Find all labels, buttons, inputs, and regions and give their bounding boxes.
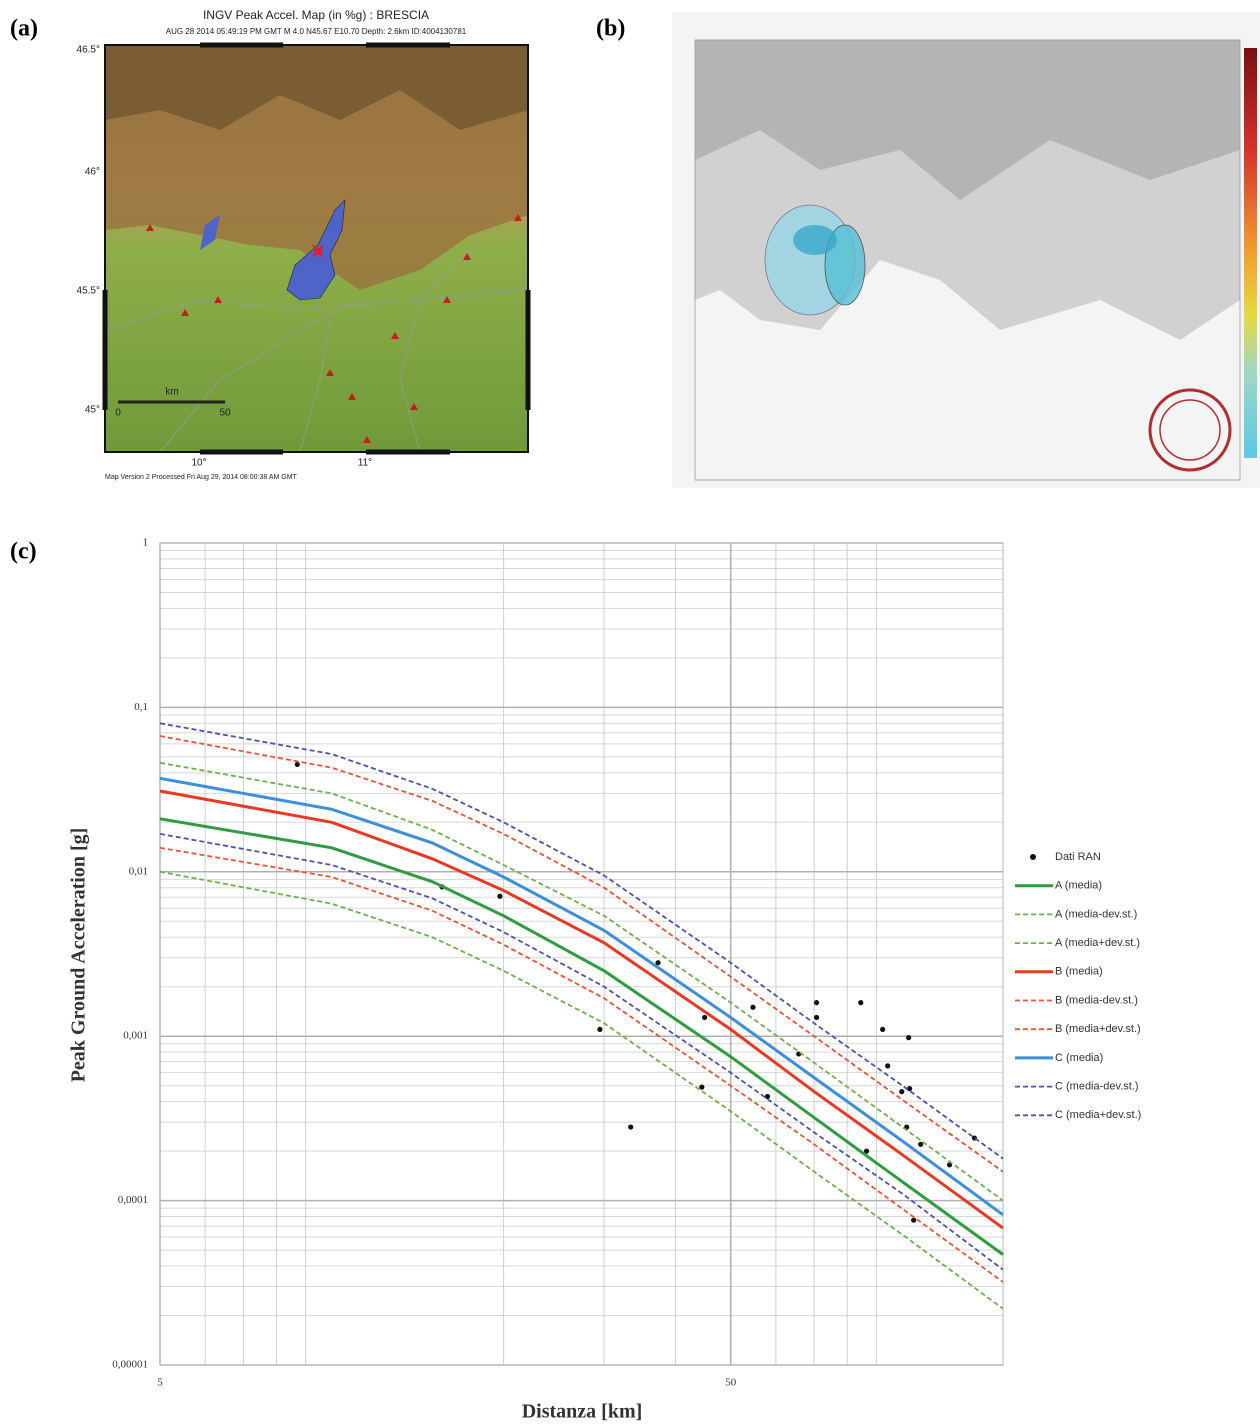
lat-tick: 46°: [85, 167, 100, 178]
panel-label: (a): [10, 16, 38, 42]
y-tick-label: 0,01: [129, 865, 148, 877]
legend-label: Dati RAN: [1055, 851, 1101, 863]
scale-label: km: [165, 387, 178, 398]
y-tick-label: 0,0001: [118, 1194, 148, 1206]
panel-label: (b): [596, 16, 625, 42]
y-tick-label: 0,001: [123, 1030, 148, 1042]
legend-label: B (media-dev.st.): [1055, 994, 1138, 1006]
legend-marker: [1030, 854, 1036, 860]
legend-label: A (media+dev.st.): [1055, 937, 1140, 949]
data-point: [814, 1000, 819, 1005]
data-point: [911, 1218, 916, 1223]
data-point: [699, 1085, 704, 1090]
intensity-zone: [793, 225, 837, 255]
lat-tick: 45°: [85, 405, 100, 416]
data-point: [628, 1124, 633, 1129]
figure: (a) (b) (c) INGV Peak Accel. Map (in %g)…: [0, 0, 1260, 1425]
map-footer: Map Version 2 Processed Fri Aug 29, 2014…: [105, 474, 298, 481]
data-point: [702, 1015, 707, 1020]
data-point: [880, 1027, 885, 1032]
legend-label: C (media+dev.st.): [1055, 1109, 1141, 1121]
x-tick-label: 5: [157, 1377, 163, 1389]
map-title: INGV Peak Accel. Map (in %g) : BRESCIA: [203, 8, 429, 22]
legend-label: A (media): [1055, 880, 1102, 892]
legend-label: C (media-dev.st.): [1055, 1081, 1139, 1093]
y-axis-label: Peak Ground Acceleration [g]: [68, 828, 90, 1083]
map-a: INGV Peak Accel. Map (in %g) : BRESCIA A…: [77, 8, 528, 481]
data-point: [497, 894, 502, 899]
lon-tick: 11°: [358, 458, 372, 469]
data-point: [295, 762, 300, 767]
data-point: [885, 1063, 890, 1068]
data-point: [858, 1000, 863, 1005]
data-point: [750, 1005, 755, 1010]
data-point: [814, 1015, 819, 1020]
lon-tick: 10°: [191, 458, 206, 469]
data-point: [597, 1027, 602, 1032]
map-subtitle: AUG 28 2014 05:49:19 PM GMT M 4.0 N45.67…: [166, 27, 467, 36]
data-point: [899, 1089, 904, 1094]
y-tick-label: 0,1: [134, 701, 148, 713]
legend-label: B (media): [1055, 966, 1103, 978]
lat-tick: 46.5°: [77, 45, 100, 56]
data-point: [906, 1035, 911, 1040]
lat-tick: 45.5°: [77, 286, 100, 297]
y-tick-label: 1: [143, 537, 149, 549]
legend-label: C (media): [1055, 1052, 1103, 1064]
legend-label: B (media+dev.st.): [1055, 1023, 1141, 1035]
scale-tick: 0: [115, 408, 121, 419]
legend-label: A (media-dev.st.): [1055, 908, 1137, 920]
x-axis-label: Distanza [km]: [522, 1401, 643, 1423]
scale-tick: 50: [219, 408, 231, 419]
data-point: [765, 1094, 770, 1099]
x-tick-label: 50: [725, 1377, 737, 1389]
y-tick-label: 0,00001: [112, 1359, 148, 1371]
map-b: [672, 12, 1260, 488]
panel-label: (c): [10, 539, 37, 565]
colorbar: [1244, 48, 1257, 458]
